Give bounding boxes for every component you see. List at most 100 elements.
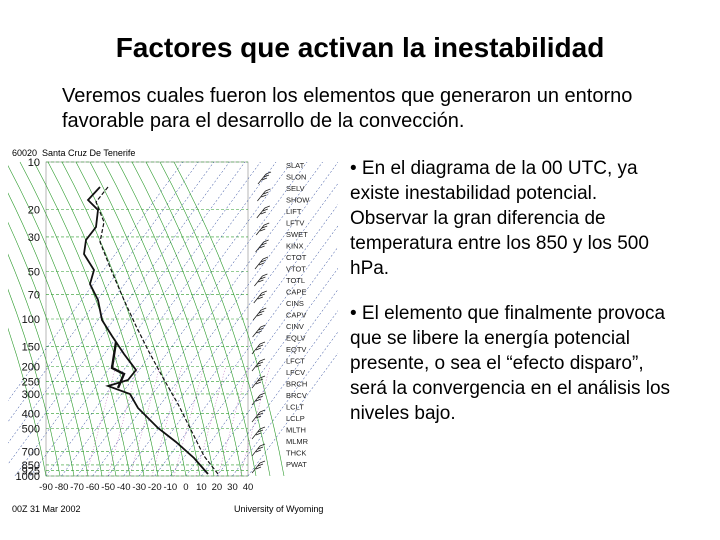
temperature-label: -40 <box>117 482 131 493</box>
index-label: LFCV <box>286 368 305 377</box>
index-label: CTOT <box>286 253 307 262</box>
index-label: LCLP <box>286 414 305 423</box>
isotherm-line <box>247 352 338 477</box>
index-label: CINV <box>286 322 304 331</box>
pressure-label: 50 <box>28 267 40 279</box>
mixing-ratio-lines <box>85 365 271 477</box>
wind-barb <box>251 460 266 474</box>
temperature-label: -60 <box>86 482 100 493</box>
dry-adiabat-line <box>8 165 117 477</box>
index-label: LFTV <box>286 219 304 228</box>
sounding-date: 00Z 31 Mar 2002 <box>12 504 81 514</box>
dry-adiabat-line <box>173 161 285 477</box>
isotherm-line <box>30 161 261 477</box>
index-label: LFCT <box>286 357 305 366</box>
pressure-label: 10 <box>28 157 40 169</box>
index-label: THCK <box>286 449 306 458</box>
dry-adiabat-line <box>8 288 61 477</box>
temperature-label: 10 <box>196 482 207 493</box>
wind-barb <box>254 256 269 270</box>
stability-index-list: SLAT SLON SELV SHOW LIFT LFTV SWET KINX CTOT VTOT… <box>286 161 310 469</box>
isotherm-line <box>8 161 230 465</box>
pressure-label: 30 <box>28 232 40 244</box>
mixing-ratio-line <box>195 365 227 477</box>
wind-barb <box>251 392 266 406</box>
wind-barb <box>256 205 270 219</box>
bullet-list: • En el diagrama de la 00 UTC, ya existe… <box>350 156 680 446</box>
mixing-ratio-line <box>85 365 117 477</box>
dry-adiabat-line <box>103 161 215 477</box>
isotherm-line <box>8 161 215 444</box>
skew-t-diagram: 60020 Santa Cruz De Tenerife 10203050701… <box>8 148 338 514</box>
index-label: MLTH <box>286 426 306 435</box>
pressure-label: 150 <box>22 342 40 354</box>
pressure-label: 850 <box>22 460 40 472</box>
isotherm-line <box>201 289 338 477</box>
isotherm-line <box>185 267 338 477</box>
isotherm-line <box>170 246 338 477</box>
temperature-label: 20 <box>212 482 223 493</box>
index-label: SELV <box>286 184 305 193</box>
mixing-ratio-line <box>173 365 205 477</box>
index-label: VTOT <box>286 265 306 274</box>
mixing-ratio-line <box>151 365 183 477</box>
wind-barb <box>254 273 268 287</box>
pressure-label: 250 <box>22 376 40 388</box>
bullet-item-trigger: • El elemento que finalmente provoca que… <box>350 303 671 424</box>
wind-barbs <box>251 171 272 474</box>
isotherm-line <box>14 161 246 477</box>
isotherm-line <box>45 161 277 477</box>
index-label: PWAT <box>286 460 307 469</box>
wind-barb <box>251 443 266 457</box>
pressure-label: 925 <box>22 466 40 478</box>
pressure-label: 200 <box>22 361 40 373</box>
index-label: LIFT <box>286 207 302 216</box>
dry-adiabat-line <box>47 161 159 477</box>
wind-barb <box>252 324 266 338</box>
index-label: MLMR <box>286 437 309 446</box>
temperature-label: 40 <box>243 482 254 493</box>
dry-adiabat-line <box>8 327 47 477</box>
pressure-label: 300 <box>22 389 40 401</box>
wind-barb <box>251 375 266 389</box>
wind-barb <box>257 171 272 185</box>
isotherm-line <box>92 161 323 477</box>
index-label: CAPE <box>286 288 306 297</box>
pressure-label: 500 <box>22 424 40 436</box>
pressure-label: 100 <box>22 314 40 326</box>
pressure-label: 400 <box>22 409 40 421</box>
sounding-source: University of Wyoming <box>234 504 323 514</box>
mixing-ratio-line <box>129 365 161 477</box>
temperature-trace-inversion <box>110 341 126 389</box>
pressure-label: 70 <box>28 290 40 302</box>
isotherm-line <box>232 331 338 477</box>
temperature-label: -30 <box>132 482 146 493</box>
isotherm-line <box>216 310 338 477</box>
wind-barb <box>251 409 266 423</box>
dry-adiabat-line <box>131 161 243 477</box>
sounding-traces <box>83 186 219 475</box>
index-label: CAPV <box>286 311 306 320</box>
wind-barb <box>255 222 270 236</box>
wind-barb <box>251 341 266 355</box>
wind-barb <box>257 188 271 202</box>
temperature-trace <box>83 186 209 475</box>
wind-barb <box>252 307 267 321</box>
temperature-label: -70 <box>70 482 84 493</box>
index-label: LCLT <box>286 403 304 412</box>
dry-adiabat-line <box>19 161 131 477</box>
bullet-item-instability: • En el diagrama de la 00 UTC, ya existe… <box>350 158 649 279</box>
index-label: BRCH <box>286 380 307 389</box>
temperature-label: -90 <box>39 482 53 493</box>
dry-adiabat-line <box>8 192 103 477</box>
index-label: TOTL <box>286 276 305 285</box>
mixing-ratio-line <box>239 365 271 477</box>
index-label: CINS <box>286 299 304 308</box>
temperature-label: -50 <box>101 482 115 493</box>
wind-barb <box>253 290 267 304</box>
dry-adiabat-line <box>8 253 75 477</box>
dry-adiabat-line <box>117 161 229 477</box>
pressure-label: 700 <box>22 447 40 459</box>
slide-title: Factores que activan la inestabilidad <box>115 32 605 63</box>
